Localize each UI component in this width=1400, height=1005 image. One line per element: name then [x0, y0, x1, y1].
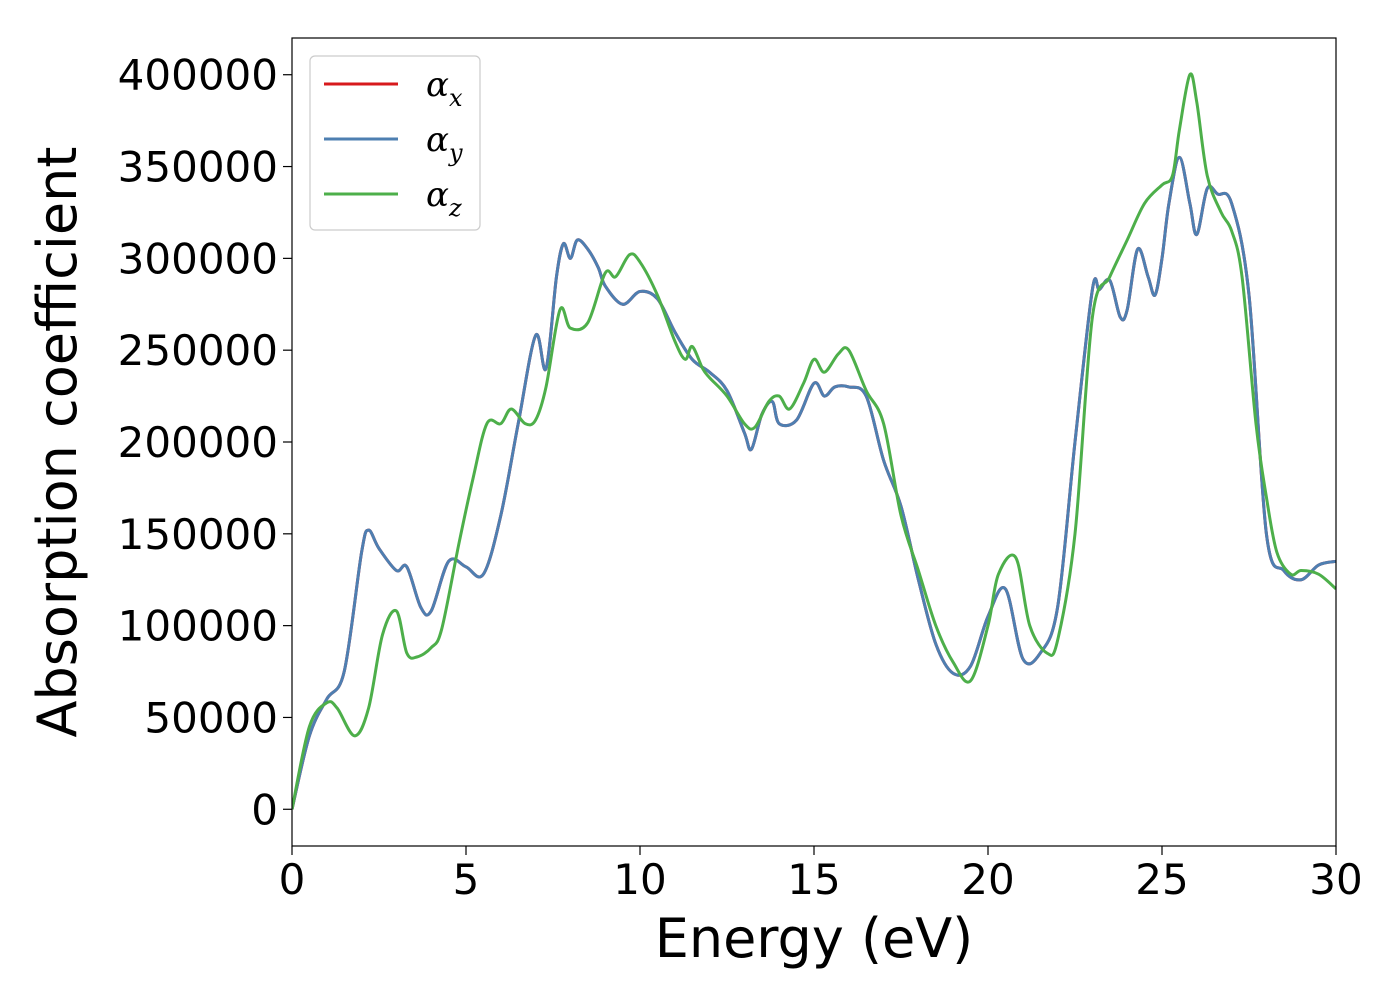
x-axis-ticks: 0 5 10 15 20 25 30	[279, 846, 1363, 904]
y-tick-label: 200000	[118, 418, 278, 467]
x-tick-label: 10	[613, 855, 666, 904]
legend-label-subscript: y	[448, 139, 463, 167]
x-tick-label: 25	[1135, 855, 1188, 904]
legend-label-y: αy	[426, 120, 463, 167]
y-tick-label: 150000	[118, 510, 278, 559]
y-tick-label: 400000	[118, 51, 278, 100]
y-tick-label: 350000	[118, 143, 278, 192]
x-axis-label: Energy (eV)	[655, 907, 974, 970]
y-tick-label: 300000	[118, 234, 278, 283]
x-tick-label: 0	[279, 855, 306, 904]
series-line-z	[292, 72, 1336, 810]
x-tick-label: 5	[453, 855, 480, 904]
legend-label-base: α	[426, 65, 449, 105]
legend-label-subscript: z	[448, 194, 462, 222]
legend-label-z: αz	[426, 175, 462, 222]
y-tick-label: 0	[251, 785, 278, 834]
legend-label-subscript: x	[449, 84, 463, 112]
legend-label-base: α	[426, 175, 449, 215]
legend-label-x: αx	[426, 65, 463, 112]
y-tick-label: 50000	[144, 693, 278, 742]
x-tick-label: 30	[1309, 855, 1362, 904]
y-axis-ticks: 0 50000 100000 150000 200000 250000 300000 3500…	[118, 51, 292, 834]
series-line-y	[292, 155, 1336, 810]
y-tick-label: 250000	[118, 326, 278, 375]
legend-label-base: α	[426, 120, 449, 160]
y-tick-label: 100000	[118, 602, 278, 651]
y-axis-label: Absorption coefficient	[26, 147, 89, 738]
series-layer	[292, 72, 1336, 810]
x-tick-label: 15	[787, 855, 840, 904]
x-tick-label: 20	[961, 855, 1014, 904]
legend-box	[309, 55, 481, 231]
